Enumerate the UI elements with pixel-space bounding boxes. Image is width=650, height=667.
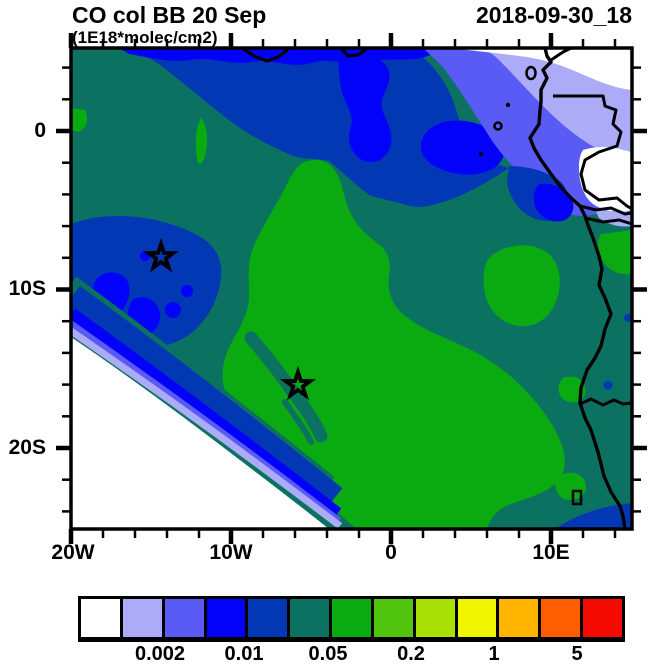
- contour-green-patch-edge: [598, 230, 632, 275]
- colorbar-box: [119, 599, 162, 637]
- colorbar-box: [454, 599, 497, 637]
- contour-blue-patch-4: [181, 285, 193, 297]
- colorbar-label-1: 1: [488, 643, 500, 665]
- y-axis-label-10s: 10S: [8, 277, 46, 300]
- colorbar-box: [538, 599, 581, 637]
- border-cabinda-north: [579, 204, 632, 216]
- colorbar-label-0002: 0.002: [134, 643, 186, 665]
- star-marker-2: [279, 365, 317, 401]
- colorbar-label-5: 5: [571, 643, 583, 665]
- star-marker-1: [142, 237, 180, 273]
- coastline-ivory-coast: [241, 48, 291, 63]
- colorbar-box: [412, 599, 455, 637]
- coastline-africa: [528, 48, 627, 529]
- x-axis-label-10w: 10W: [209, 541, 253, 564]
- band-violet: [71, 321, 342, 524]
- x-axis-label-20w: 20W: [51, 541, 95, 564]
- colorbar-box: [287, 599, 330, 637]
- x-axis-label-0: 0: [385, 541, 397, 564]
- sao-tome-island: [493, 121, 503, 131]
- units-label: (1E18*molec/cm2): [72, 28, 218, 47]
- contour-blue-blob: [420, 120, 505, 175]
- map-frame: [69, 46, 634, 531]
- colorbar-box: [329, 599, 371, 637]
- contour-teal-streak-2: [282, 399, 314, 445]
- principe-island: [505, 102, 511, 108]
- x-axis-label-10e: 10E: [532, 541, 570, 564]
- bioko-island: [525, 65, 537, 81]
- y-axis-label-20s: 20S: [8, 436, 46, 459]
- border-cabinda-south: [584, 216, 632, 226]
- contour-navy-dot-1: [603, 380, 613, 390]
- contour-green-sliver-west: [71, 108, 87, 132]
- map-plot: [56, 33, 647, 544]
- border-gabon-congo: [553, 94, 632, 211]
- colorbar-box: [161, 599, 204, 637]
- band-blue: [71, 308, 342, 520]
- colorbar-label-001: 0.01: [224, 643, 264, 665]
- contour-navy-corner: [555, 503, 632, 529]
- colorbar-box: [370, 599, 413, 637]
- colorbar-label-02: 0.2: [397, 643, 425, 665]
- contour-green-patch-east: [483, 245, 560, 327]
- colorbar-label-005: 0.05: [308, 643, 348, 665]
- page-title: CO col BB 20 Sep: [72, 2, 267, 28]
- contour-blue-column: [338, 54, 392, 163]
- colorbar-box: [245, 599, 288, 637]
- y-axis-label-0: 0: [34, 119, 46, 142]
- colorbar-box: [81, 599, 120, 637]
- contour-blue-coastal: [533, 183, 574, 222]
- band-lavender: [71, 328, 343, 529]
- contour-green-sliver-2: [195, 118, 208, 164]
- colorbar: [78, 596, 625, 642]
- colorbar-box: [580, 599, 622, 637]
- contour-white-northeast: [449, 48, 632, 90]
- contour-green-patch-coast-1: [558, 376, 586, 403]
- contour-navy-dot-2: [624, 314, 632, 322]
- coast-lagoon-feature: [571, 489, 583, 506]
- timestamp-label: 2018-09-30_18: [475, 2, 632, 28]
- band-navy: [71, 285, 343, 512]
- colorbar-box: [203, 599, 246, 637]
- annobon-island: [479, 152, 483, 156]
- border-angola-namibia: [579, 397, 632, 407]
- colorbar-box: [496, 599, 539, 637]
- contour-navy-top-band: [131, 52, 509, 207]
- contour-blue-patch-3: [165, 302, 181, 318]
- contour-white-southwest: [71, 337, 329, 529]
- contour-green-patch-coast-2: [555, 472, 587, 500]
